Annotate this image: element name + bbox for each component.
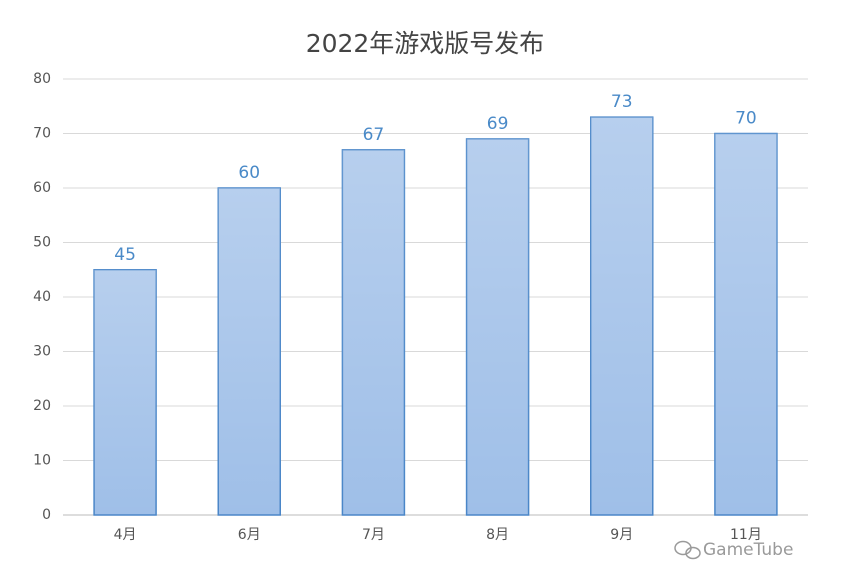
value-label: 45 [114,245,136,265]
bar-shade [466,138,529,515]
bar-shade [590,117,653,516]
value-label: 69 [487,114,509,134]
x-tick-label: 4月 [114,527,137,543]
y-tick-label: 50 [33,235,51,251]
y-tick-label: 40 [33,289,51,305]
y-tick-label: 10 [33,453,51,469]
y-tick-label: 0 [42,507,51,523]
y-tick-label: 70 [33,126,51,142]
x-tick-label: 8月 [486,527,509,543]
value-label: 60 [238,163,260,183]
value-label: 70 [735,109,757,129]
bar-shade [342,149,405,515]
bar-shade [94,269,157,515]
y-tick-label: 80 [33,71,51,87]
watermark: GameTube [703,540,793,560]
x-tick-label: 7月 [362,527,385,543]
x-tick-label: 9月 [610,527,633,543]
value-label: 73 [611,92,633,112]
y-tick-label: 30 [33,344,51,360]
value-label: 67 [363,125,385,145]
x-tick-label: 6月 [238,527,261,543]
y-tick-label: 20 [33,398,51,414]
bar-shade [218,188,281,515]
bar-shade [714,133,777,515]
y-tick-label: 60 [33,180,51,196]
watermark-icon [674,540,701,560]
chart-title: 2022年游戏版号发布 [306,29,545,58]
x-tick-label: 11月 [730,527,762,543]
